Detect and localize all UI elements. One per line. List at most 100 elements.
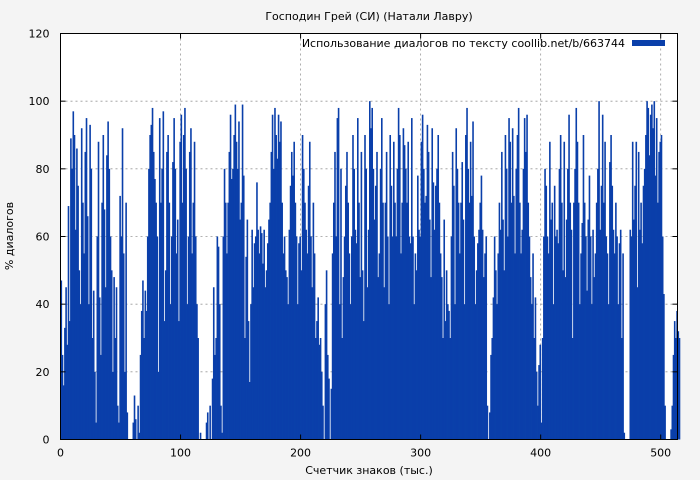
bar <box>462 219 465 440</box>
bar <box>664 405 666 440</box>
bar <box>622 253 624 440</box>
bar <box>305 229 307 440</box>
bar <box>601 114 604 440</box>
bar <box>455 128 458 440</box>
bar <box>471 195 473 440</box>
bar <box>461 162 464 440</box>
bar <box>427 151 430 440</box>
bar <box>342 277 345 440</box>
x-tick-label: 100 <box>170 447 191 460</box>
bar <box>567 168 569 440</box>
bar <box>307 185 310 440</box>
bar <box>557 243 560 440</box>
bar <box>348 253 351 440</box>
bar <box>559 135 562 440</box>
bar <box>252 287 255 440</box>
bar <box>463 304 466 440</box>
bar <box>555 236 557 440</box>
bar <box>187 236 190 440</box>
bar <box>209 405 211 440</box>
bar <box>459 253 461 440</box>
bar <box>218 304 221 440</box>
bar <box>125 202 127 440</box>
bar <box>324 304 327 440</box>
bar <box>272 168 275 440</box>
bar <box>438 202 441 440</box>
bar <box>390 185 393 440</box>
bar <box>534 297 537 440</box>
bar <box>175 253 178 440</box>
bar <box>161 168 163 440</box>
bar <box>600 185 603 440</box>
bar <box>499 229 502 440</box>
bar <box>564 277 567 440</box>
bar <box>67 206 70 440</box>
bar <box>192 202 195 440</box>
bar <box>151 107 154 440</box>
bar <box>357 118 359 440</box>
bar <box>642 185 645 440</box>
bar <box>211 378 214 440</box>
bar <box>283 236 286 440</box>
bar <box>372 168 375 440</box>
bar <box>659 141 662 440</box>
bar <box>531 304 533 440</box>
bar <box>143 338 145 440</box>
bar <box>85 118 88 440</box>
bar <box>100 354 102 440</box>
bar <box>513 195 515 440</box>
bar <box>553 185 556 440</box>
bar <box>76 148 78 440</box>
bar <box>581 222 584 440</box>
chart-title: Господин Грей (СИ) (Натали Лавру) <box>265 10 472 23</box>
bar <box>583 202 586 440</box>
bar <box>565 219 568 440</box>
bar <box>661 236 664 440</box>
bar <box>528 236 531 440</box>
bar <box>485 236 488 440</box>
bar <box>582 135 585 440</box>
bar <box>232 168 234 440</box>
bar <box>167 135 169 440</box>
bar <box>478 229 480 440</box>
bar <box>613 253 616 440</box>
bar <box>360 151 363 440</box>
bar <box>322 405 324 440</box>
y-tick-label: 20 <box>36 366 50 379</box>
bar <box>146 236 149 440</box>
bar <box>73 135 76 440</box>
bar <box>156 236 159 440</box>
bar <box>269 202 271 440</box>
bar <box>456 168 459 440</box>
bar <box>612 229 615 440</box>
bar <box>603 202 605 440</box>
bar <box>649 114 652 440</box>
bar <box>245 256 247 440</box>
bar <box>180 114 183 440</box>
bar <box>400 253 402 440</box>
bar <box>369 101 371 440</box>
bar <box>396 168 399 440</box>
bar <box>149 135 151 440</box>
bar <box>301 135 304 440</box>
bar <box>545 185 548 440</box>
bar <box>172 162 174 440</box>
bar <box>537 405 539 440</box>
bar <box>652 128 654 440</box>
bar <box>124 371 126 440</box>
bar <box>179 141 181 440</box>
bar <box>490 354 492 440</box>
bar <box>82 202 84 440</box>
bar <box>538 365 540 440</box>
bar <box>178 321 180 440</box>
bar <box>275 135 277 440</box>
bar <box>573 202 575 440</box>
bar <box>295 236 298 440</box>
bar <box>254 236 257 440</box>
bar <box>491 338 494 440</box>
bar <box>577 202 580 440</box>
bar <box>637 151 640 440</box>
bar <box>489 412 491 440</box>
bar <box>473 236 476 440</box>
bar <box>543 236 545 440</box>
